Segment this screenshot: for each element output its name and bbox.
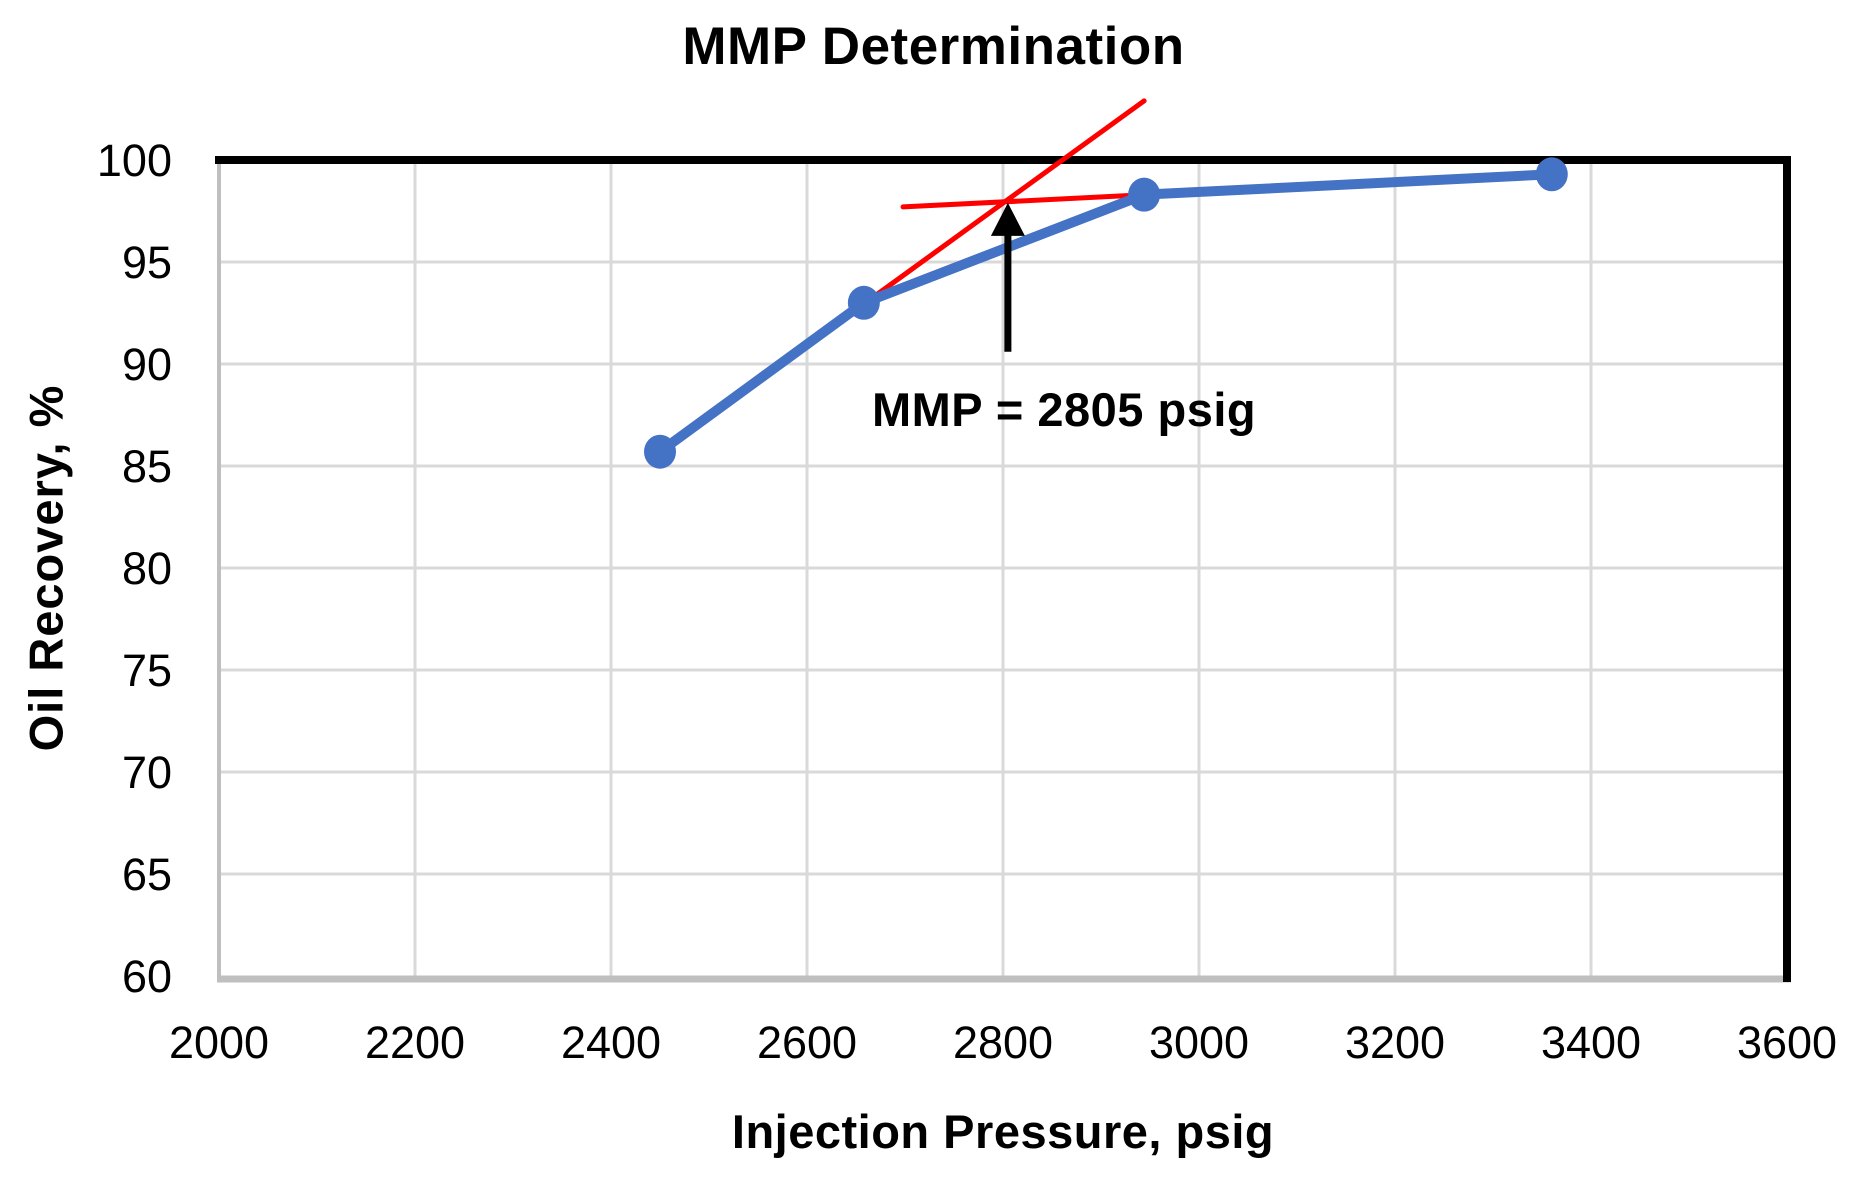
y-tick-label: 80 — [122, 543, 172, 594]
y-tick-label: 90 — [122, 339, 172, 390]
y-tick-label: 100 — [97, 135, 172, 186]
chart-title: MMP Determination — [682, 17, 1185, 76]
x-tick-label: 3600 — [1737, 1017, 1837, 1068]
data-point — [1535, 157, 1568, 192]
y-tick-label: 65 — [122, 849, 172, 900]
x-axis-title: Injection Pressure, psig — [731, 1105, 1275, 1158]
data-point — [644, 434, 676, 469]
y-tick-label: 70 — [122, 747, 172, 798]
x-tick-label: 3000 — [1149, 1017, 1249, 1068]
y-tick-label: 85 — [122, 441, 172, 492]
data-point — [847, 285, 880, 320]
data-point — [1128, 177, 1161, 212]
x-tick-label: 3400 — [1541, 1017, 1641, 1068]
x-tick-label: 2400 — [561, 1017, 661, 1068]
x-tick-label: 2000 — [169, 1017, 269, 1068]
y-tick-label: 75 — [122, 645, 172, 696]
y-tick-label: 60 — [122, 951, 172, 1002]
x-tick-label: 3200 — [1345, 1017, 1445, 1068]
x-tick-label: 2600 — [757, 1017, 857, 1068]
y-tick-label: 95 — [122, 237, 172, 288]
series-line — [655, 169, 1557, 457]
x-tick-label: 2800 — [953, 1017, 1053, 1068]
x-tick-label: 2200 — [365, 1017, 465, 1068]
mmp-annotation: MMP = 2805 psig — [872, 383, 1257, 436]
annotation-arrow-head — [990, 202, 1025, 236]
